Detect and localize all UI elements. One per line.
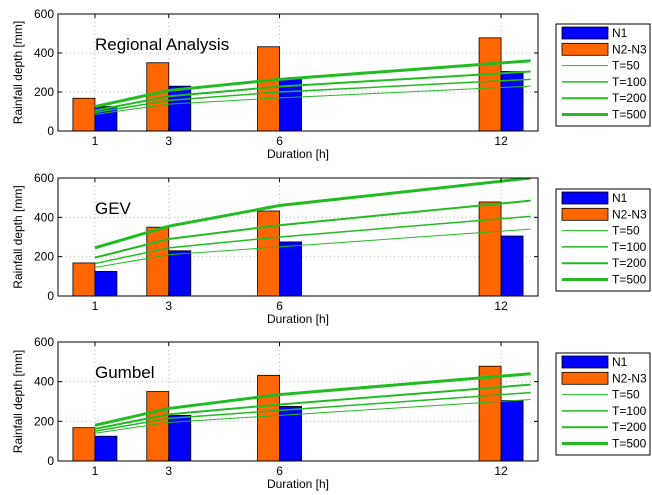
bar-n1 [169, 86, 191, 131]
legend: N1 N2-N3 T=50 T=100 T=200 T=500 [556, 189, 650, 291]
x-tick-label: 12 [494, 299, 508, 313]
chart-title: Gumbel [95, 363, 155, 382]
legend-label: N1 [612, 191, 628, 205]
legend-label: T=200 [612, 256, 647, 270]
bar-n2-n3 [479, 202, 501, 296]
bar-n2-n3 [479, 366, 501, 461]
x-tick-label: 6 [276, 134, 283, 148]
x-tick-label: 6 [276, 299, 283, 313]
x-axis-label: Duration [h] [267, 147, 329, 161]
bar-n2-n3 [73, 263, 95, 296]
y-tick-label: 400 [34, 375, 54, 389]
y-tick-label: 0 [47, 124, 54, 138]
bar-n2-n3 [258, 375, 280, 461]
bar-n2-n3 [147, 227, 169, 296]
bar-n1 [501, 236, 523, 296]
chart-title: GEV [95, 199, 132, 218]
legend-swatch [562, 43, 608, 55]
y-axis-label: Rainfall depth [mm] [11, 350, 25, 453]
x-axis-label: Duration [h] [267, 477, 329, 491]
bar-n2-n3 [258, 211, 280, 296]
legend-label: T=50 [612, 224, 640, 238]
legend-label: T=100 [612, 75, 647, 89]
legend-label: T=500 [612, 273, 647, 287]
chart-panel-1: 0 200 400 600 1 3 6 12 Duration [h] Rainfall dept… [11, 7, 650, 161]
legend-label: T=200 [612, 420, 647, 434]
legend: N1 N2-N3 T=50 T=100 T=200 T=500 [556, 24, 650, 126]
x-tick-label: 3 [165, 299, 172, 313]
legend-label: N1 [612, 26, 628, 40]
x-tick-label: 1 [92, 464, 99, 478]
chart-panel-2: 0 200 400 600 1 3 6 12 Duration [h] Rainfall dept… [11, 171, 650, 326]
y-tick-label: 600 [34, 171, 54, 185]
legend-swatch [562, 372, 608, 384]
bar-n1 [280, 242, 302, 296]
legend-swatch [562, 192, 608, 204]
y-tick-label: 400 [34, 46, 54, 60]
bar-n1 [95, 436, 117, 461]
legend-label: T=50 [612, 388, 640, 402]
legend-label: T=50 [612, 59, 640, 73]
x-tick-label: 1 [92, 134, 99, 148]
x-tick-label: 3 [165, 134, 172, 148]
legend-label: N2-N3 [612, 42, 647, 56]
y-axis-label: Rainfall depth [mm] [11, 21, 25, 124]
y-tick-label: 200 [34, 85, 54, 99]
y-axis-label: Rainfall depth [mm] [11, 185, 25, 288]
legend-label: T=500 [612, 108, 647, 122]
chart-title: Regional Analysis [95, 35, 229, 54]
x-tick-label: 1 [92, 299, 99, 313]
x-tick-label: 6 [276, 464, 283, 478]
legend-swatch [562, 356, 608, 368]
legend-label: T=100 [612, 404, 647, 418]
bar-n1 [169, 251, 191, 296]
bar-n1 [501, 401, 523, 461]
legend-label: N1 [612, 355, 628, 369]
y-tick-label: 200 [34, 414, 54, 428]
x-tick-label: 3 [165, 464, 172, 478]
legend-label: T=100 [612, 240, 647, 254]
bar-n2-n3 [147, 392, 169, 461]
legend-swatch [562, 27, 608, 39]
legend-swatch [562, 208, 608, 220]
y-tick-label: 600 [34, 7, 54, 21]
x-axis-label: Duration [h] [267, 312, 329, 326]
legend-label: N2-N3 [612, 207, 647, 221]
x-tick-label: 12 [494, 464, 508, 478]
bar-n2-n3 [479, 38, 501, 131]
legend-label: N2-N3 [612, 371, 647, 385]
y-tick-label: 600 [34, 335, 54, 349]
legend: N1 N2-N3 T=50 T=100 T=200 T=500 [556, 353, 650, 455]
y-tick-label: 0 [47, 289, 54, 303]
y-tick-label: 200 [34, 250, 54, 264]
bar-n2-n3 [73, 428, 95, 461]
x-tick-label: 12 [494, 134, 508, 148]
chart-panel-3: 0 200 400 600 1 3 6 12 Duration [h] Rainfall dept… [11, 335, 650, 491]
y-tick-label: 400 [34, 210, 54, 224]
legend-label: T=200 [612, 91, 647, 105]
y-tick-label: 0 [47, 454, 54, 468]
bar-n1 [95, 271, 117, 296]
bar-n2-n3 [73, 98, 95, 131]
legend-label: T=500 [612, 437, 647, 451]
